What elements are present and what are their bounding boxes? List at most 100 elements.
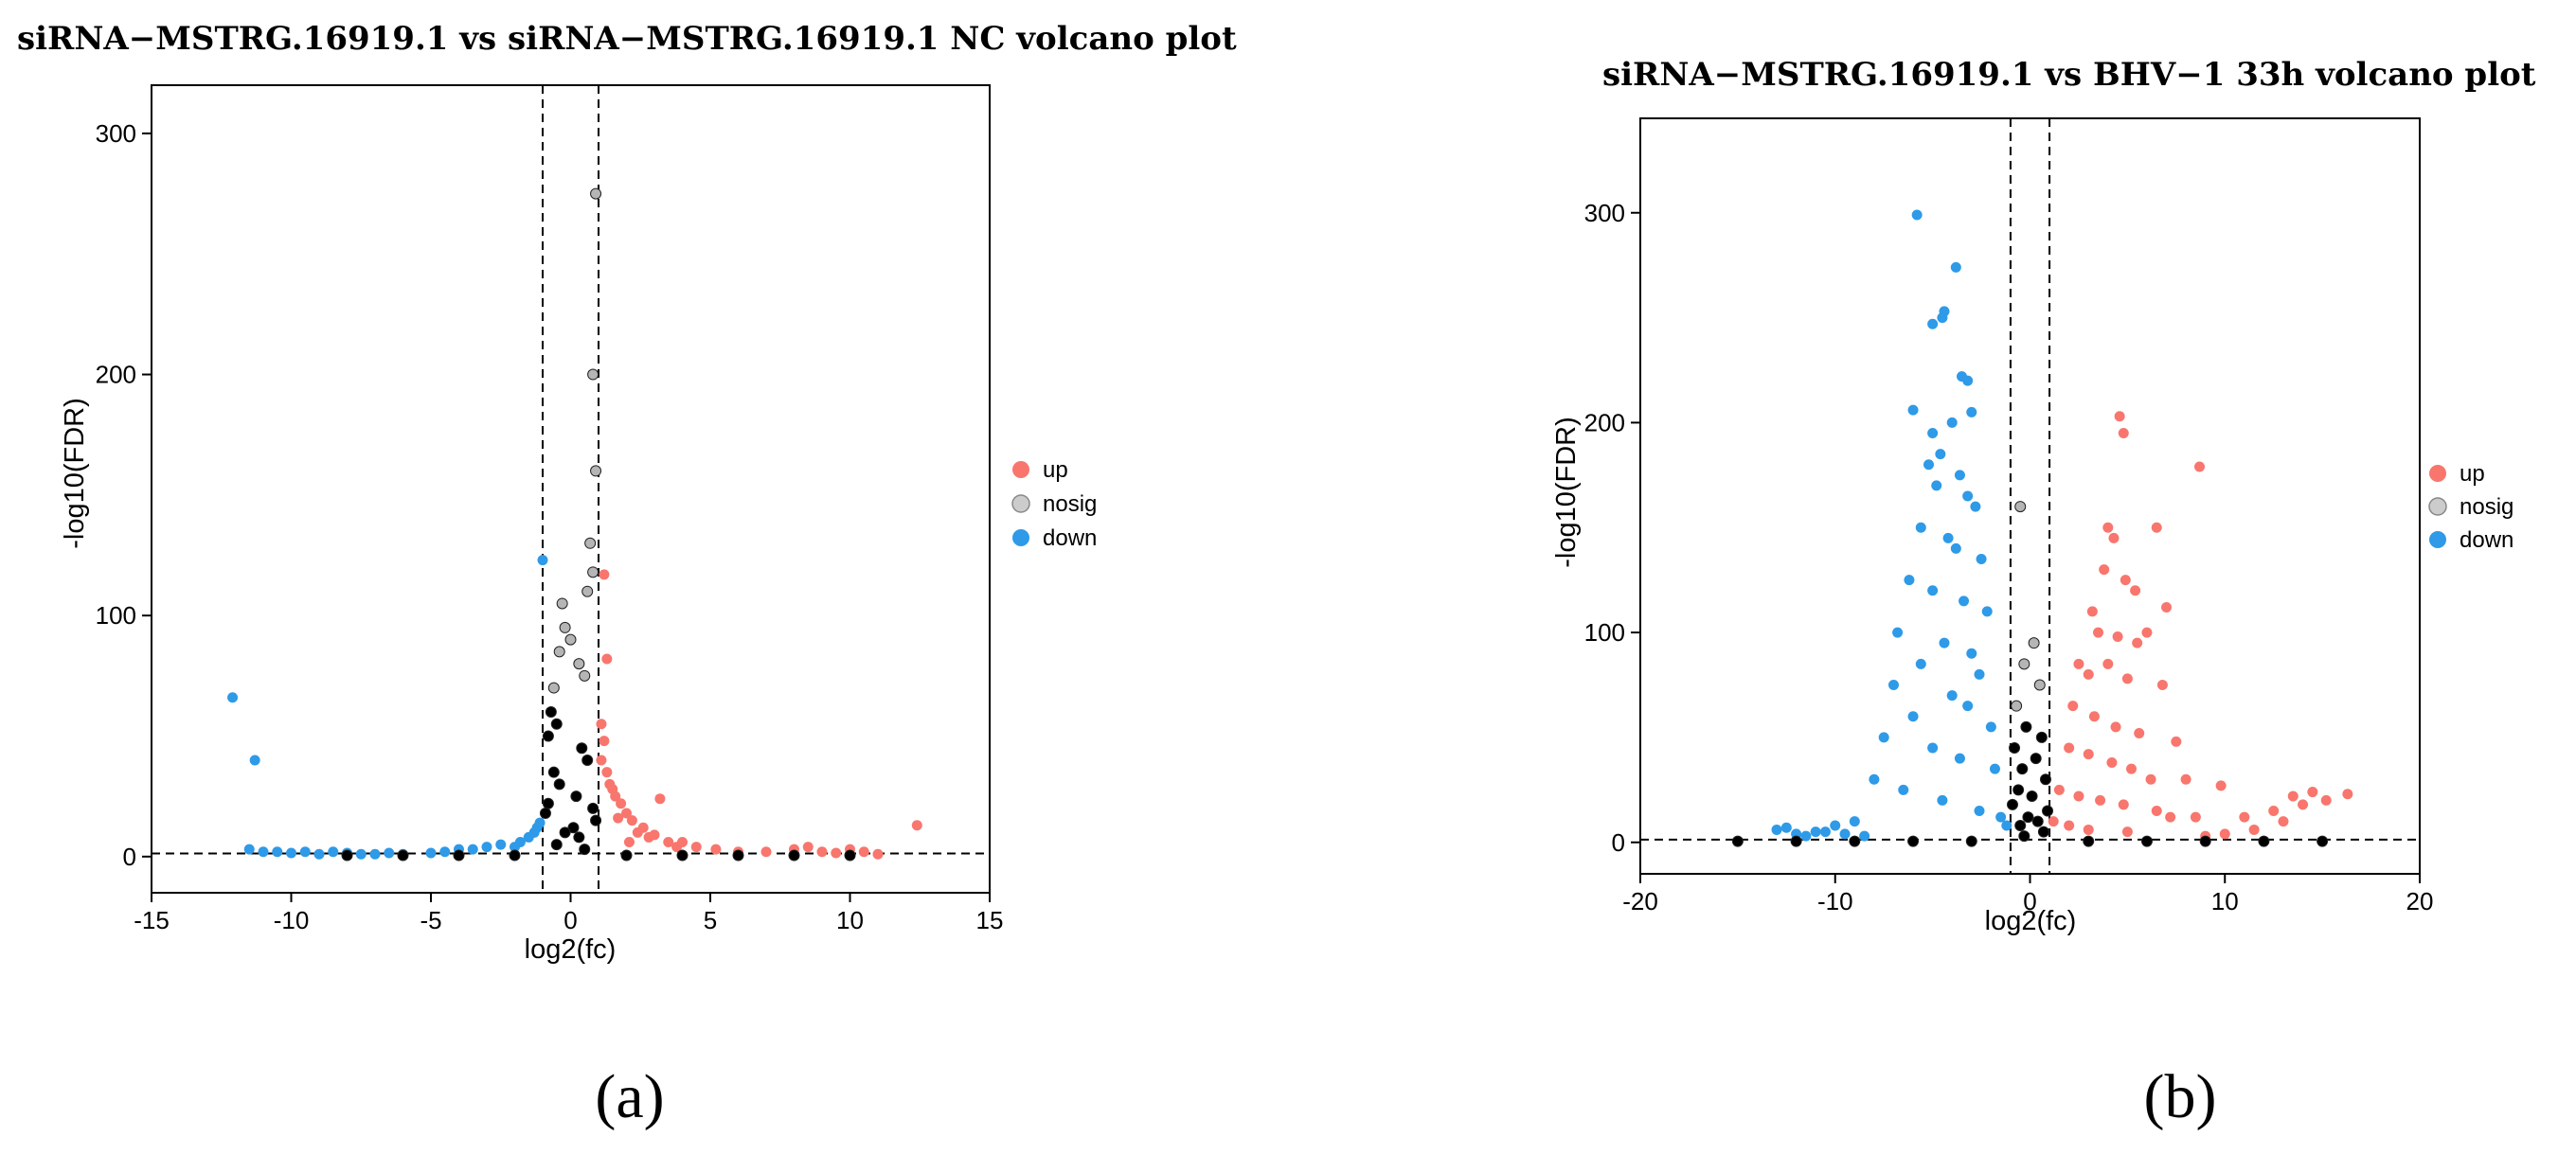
point-up: [2320, 794, 2332, 806]
point-down: [369, 848, 381, 860]
point-up: [2110, 721, 2121, 733]
point-up: [2141, 627, 2153, 638]
point-up: [613, 812, 624, 824]
point-nosig: [844, 849, 856, 862]
point-down: [1904, 575, 1915, 586]
y-tick-label: 100: [96, 601, 136, 630]
point-up: [2287, 791, 2299, 802]
series-up: [596, 569, 922, 860]
point-down: [1981, 606, 1993, 617]
legend-label-nosig-b: nosig: [2460, 494, 2513, 520]
legend-marker-up-a: [1012, 461, 1029, 478]
plot-frame-a: [151, 84, 991, 894]
point-up: [2278, 816, 2289, 827]
point-up: [2190, 811, 2201, 823]
point-up: [2048, 816, 2059, 827]
point-up: [802, 842, 814, 853]
point-nosig: [553, 646, 565, 658]
point-up: [2156, 680, 2168, 690]
series-down: [227, 555, 548, 860]
point-nosig: [587, 566, 599, 578]
point-down: [1927, 318, 1939, 329]
point-nosig: [539, 807, 551, 819]
point-up: [2114, 411, 2125, 422]
point-nosig: [2037, 826, 2049, 838]
point-nosig: [2039, 773, 2051, 786]
point-up: [671, 842, 683, 853]
point-up: [2099, 564, 2110, 576]
point-up: [663, 837, 674, 848]
x-tick-label: 0: [564, 906, 577, 934]
point-nosig: [732, 849, 744, 862]
y-tick-label: 300: [96, 119, 136, 148]
point-up: [2120, 575, 2131, 586]
point-up: [2161, 601, 2173, 613]
point-down: [1849, 816, 1860, 827]
point-up: [2108, 532, 2120, 543]
point-down: [1830, 820, 1841, 831]
point-nosig: [453, 849, 465, 862]
x-tick-label: -15: [134, 906, 170, 934]
point-up: [2064, 742, 2075, 754]
point-nosig: [559, 826, 571, 839]
point-nosig: [587, 368, 599, 381]
point-nosig: [2018, 830, 2030, 843]
point-up: [858, 846, 869, 858]
point-up: [2134, 727, 2145, 738]
point-down: [1976, 554, 1987, 564]
point-down: [1819, 826, 1831, 838]
y-tick-label: 200: [96, 361, 136, 389]
point-down: [1954, 470, 1965, 481]
legend-label-down-b: down: [2460, 527, 2513, 553]
point-down: [439, 846, 451, 858]
point-nosig: [581, 754, 594, 766]
point-up: [2053, 784, 2065, 795]
point-down: [1946, 690, 1958, 702]
point-up: [2307, 787, 2318, 798]
point-down: [1771, 824, 1782, 835]
point-down: [1859, 830, 1870, 842]
point-nosig: [573, 658, 585, 670]
point-up: [621, 808, 632, 819]
point-down: [1970, 501, 1981, 512]
point-up: [2248, 824, 2260, 835]
point-nosig: [590, 465, 602, 477]
legend-label-down-a: down: [1043, 525, 1097, 551]
legend-label-nosig-a: nosig: [1043, 491, 1097, 517]
point-nosig: [676, 849, 689, 862]
point-nosig: [341, 849, 353, 862]
point-nosig: [2011, 700, 2023, 712]
threshold-lines-a: [152, 85, 990, 893]
point-nosig: [2012, 784, 2025, 796]
point-nosig: [1731, 835, 1744, 847]
point-up: [2268, 806, 2280, 816]
legend-marker-down-b: [2429, 531, 2446, 548]
point-nosig: [564, 633, 577, 646]
legend-label-up-a: up: [1043, 457, 1068, 483]
volcano-plot-a: siRNA−MSTRG.16919.1 vs siRNA−MSTRG.16919…: [17, 20, 1237, 1131]
point-nosig: [2030, 753, 2042, 765]
point-down: [1995, 811, 2007, 823]
point-down: [272, 846, 283, 858]
point-nosig: [550, 718, 563, 730]
point-down: [1950, 261, 1961, 273]
point-up: [2118, 428, 2129, 438]
point-up: [599, 569, 610, 580]
point-up: [816, 846, 828, 858]
x-tick-label: 10: [836, 906, 864, 934]
point-up: [2180, 773, 2191, 785]
x-tick-label: 10: [2211, 887, 2239, 915]
point-up: [2083, 824, 2094, 835]
point-up: [690, 842, 702, 853]
point-up: [2239, 811, 2250, 823]
point-up: [601, 767, 613, 778]
series-down: [1771, 209, 2012, 842]
point-up: [2102, 658, 2114, 669]
point-up: [2130, 585, 2141, 596]
point-down: [1950, 542, 1961, 554]
point-up: [2342, 789, 2353, 800]
point-up: [2083, 749, 2094, 760]
point-nosig: [2022, 811, 2034, 824]
point-up: [2151, 522, 2162, 533]
point-down: [1915, 658, 1926, 669]
